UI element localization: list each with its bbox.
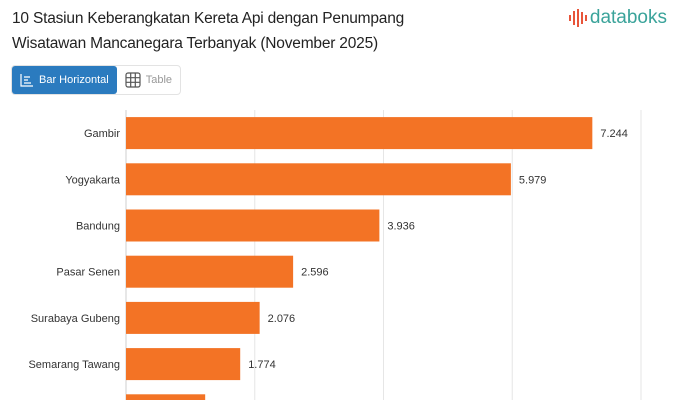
bar-chart-icon: [20, 74, 33, 87]
category-label: Semarang Tawang: [28, 359, 120, 371]
tab-bar-horizontal[interactable]: Bar Horizontal: [12, 66, 117, 94]
tab-table[interactable]: Table: [117, 66, 180, 94]
value-label: 2.076: [268, 313, 296, 325]
bar-pasar-senen: [126, 255, 294, 288]
view-toggle: Bar Horizontal Table: [11, 65, 181, 95]
category-label: Gambir: [84, 128, 120, 140]
chart-title: 10 Stasiun Keberangkatan Kereta Api deng…: [12, 10, 405, 52]
category-label: Yogyakarta: [65, 174, 121, 186]
value-label: 5.979: [519, 174, 547, 186]
bar-semarang-tawang: [126, 348, 241, 381]
bar-yogyakarta: [126, 163, 511, 196]
table-icon: [125, 72, 141, 88]
bar-surabaya-gubeng: [126, 301, 260, 334]
value-label: 7.244: [600, 128, 628, 140]
bar-bandung: [126, 209, 380, 242]
value-label: 1.774: [248, 359, 276, 371]
tab-label: Table: [145, 74, 172, 86]
tab-label: Bar Horizontal: [39, 74, 109, 86]
logo-text: databoks: [589, 7, 667, 28]
bar-partial: [126, 394, 206, 400]
category-label: Bandung: [76, 221, 120, 233]
category-label: Pasar Senen: [56, 267, 120, 279]
category-label: Surabaya Gubeng: [31, 313, 120, 325]
value-label: 3.936: [387, 221, 415, 233]
logo-bars-icon: [568, 9, 587, 27]
bar-gambir: [126, 117, 593, 150]
value-label: 2.596: [301, 267, 329, 279]
databoks-logo: databoks: [568, 7, 667, 29]
